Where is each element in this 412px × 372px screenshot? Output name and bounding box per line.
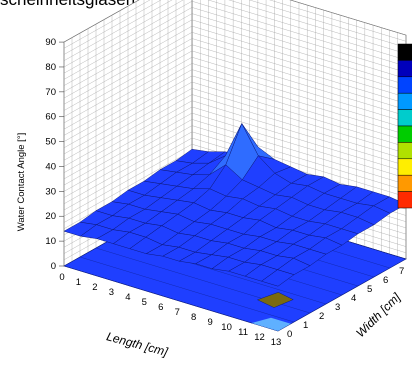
floor-highlight [251, 317, 291, 331]
x-tick-label: 5 [142, 297, 147, 308]
grid-line [63, 0, 407, 68]
z-axis-label: Water Contact Angle [°] [16, 133, 27, 232]
caption-fragment: scheinheitsglasern. [0, 0, 412, 18]
z-tick-label: 90 [45, 37, 56, 48]
x-tick-label: 11 [238, 327, 248, 338]
legend-colorbar [397, 43, 412, 209]
floor-highlight [256, 292, 294, 308]
z-tick-label: 40 [45, 161, 56, 172]
surface-cell [261, 269, 295, 287]
legend-swatch [397, 174, 412, 192]
x-tick-label: 9 [207, 317, 212, 328]
y-tick-label: 1 [303, 320, 308, 331]
z-tick-label: 20 [45, 211, 56, 222]
grid-line [63, 0, 407, 49]
x-tick-label: 12 [254, 332, 265, 343]
y-tick-label: 0 [287, 329, 292, 340]
x-tick-label: 7 [175, 307, 180, 318]
legend-swatch [397, 76, 412, 94]
y-tick-label: 2 [319, 311, 324, 322]
legend-swatch [397, 142, 412, 160]
y-tick-label: 3 [335, 302, 340, 313]
legend-swatch [397, 92, 412, 110]
x-tick-label: 8 [191, 312, 196, 323]
legend-swatch [397, 125, 412, 143]
legend-swatch [397, 158, 412, 176]
legend-swatch [397, 60, 412, 78]
surface-mesh [63, 123, 407, 287]
x-tick-label: 6 [158, 302, 163, 313]
grid-line [63, 0, 407, 43]
z-tick-label: 60 [45, 112, 56, 123]
caption-text: scheinheitsglasern. [0, 0, 146, 10]
y-axis-label: Width [cm] [353, 290, 403, 340]
y-tick-label: 5 [367, 284, 372, 295]
x-axis-label: Length [cm] [105, 329, 170, 359]
legend-swatch [397, 43, 412, 61]
y-tick-label: 6 [383, 275, 388, 286]
x-tick-label: 0 [59, 272, 64, 283]
y-tick-label: 4 [351, 293, 356, 304]
legend-swatch [397, 191, 412, 209]
x-tick-label: 3 [109, 287, 114, 298]
x-tick-label: 1 [76, 277, 81, 288]
x-tick-label: 10 [221, 322, 232, 333]
z-tick-label: 50 [45, 137, 56, 148]
legend-swatch [397, 109, 412, 127]
z-tick-label: 80 [45, 62, 56, 73]
x-tick-label: 2 [92, 282, 97, 293]
z-tick-label: 30 [45, 186, 56, 197]
floor-mesh-line [63, 265, 279, 332]
z-tick-label: 10 [45, 236, 56, 247]
z-tick-label: 70 [45, 87, 56, 98]
x-tick-label: 13 [271, 337, 282, 348]
grid-line [63, 0, 407, 61]
z-tick-label: 0 [51, 261, 56, 272]
grid-line [63, 0, 407, 55]
y-tick-label: 7 [399, 266, 404, 277]
x-tick-label: 4 [125, 292, 130, 303]
floor-mesh-line [79, 256, 295, 323]
